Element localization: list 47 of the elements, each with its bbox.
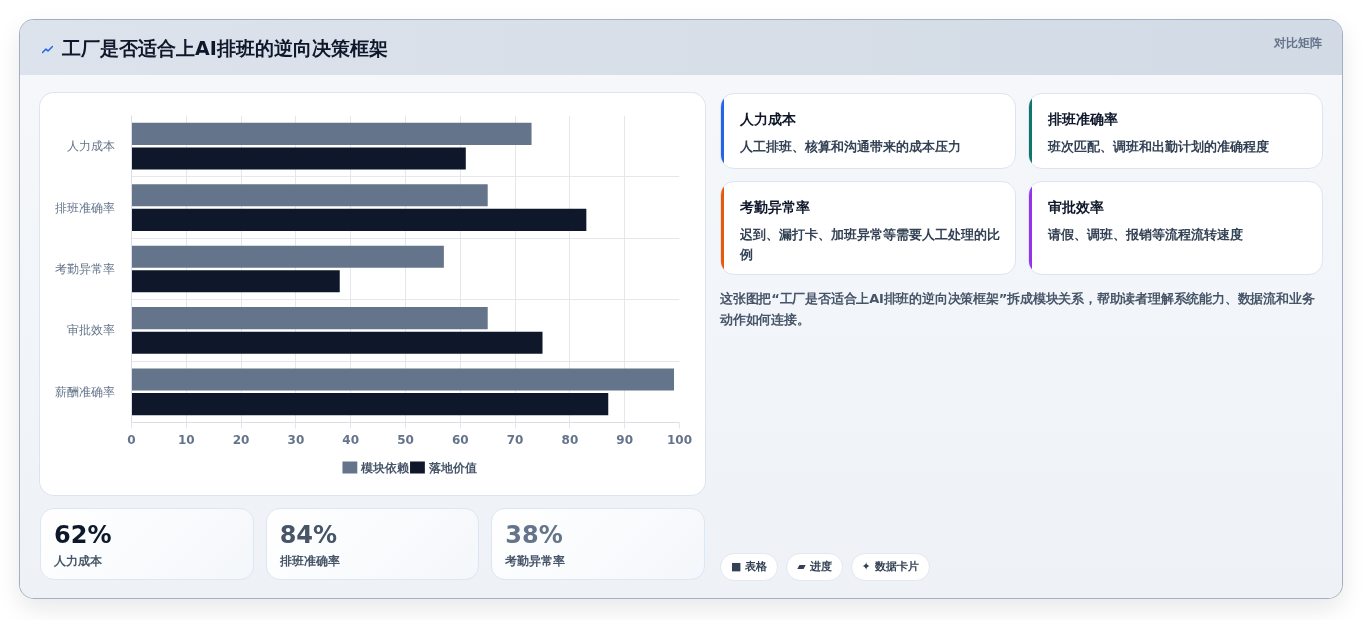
x-tick-label: 100 bbox=[666, 432, 693, 447]
y-tick-label: 审批效率 bbox=[66, 323, 115, 338]
chart-title: 工厂是否适合上AI排班的逆向决策框架 bbox=[62, 36, 388, 62]
text: 对比矩阵 bbox=[1274, 34, 1322, 52]
bar bbox=[131, 184, 488, 207]
bar bbox=[131, 368, 675, 391]
legend-label: 模块依赖 bbox=[360, 460, 411, 475]
y-tick-label: 薪酬准确率 bbox=[54, 384, 115, 399]
x-tick-label: 20 bbox=[232, 432, 250, 447]
text: ✦ 数据卡片 bbox=[850, 553, 930, 581]
text: 排班准确率 bbox=[279, 553, 341, 569]
x-tick-label: 0 bbox=[127, 432, 136, 447]
category-label: 考勤异常率 bbox=[740, 198, 811, 216]
y-tick-label: 人力成本 bbox=[66, 139, 115, 154]
text: 考勤异常率 bbox=[505, 553, 567, 569]
text: 迟到、漏打卡、加班异常等需要人工处理的比例 bbox=[740, 226, 1001, 264]
text: 这张图把“工厂是否适合上AI排班的逆向决策框架”拆成模块关系，帮助读者理解系统能力、数据流和业务动作如何连接。 bbox=[720, 290, 1316, 329]
x-tick-label: 60 bbox=[451, 432, 469, 447]
x-tick-label: 90 bbox=[616, 432, 634, 447]
text: 38% bbox=[505, 521, 564, 549]
category-label: 人力成本 bbox=[740, 110, 797, 128]
text: 62% bbox=[54, 521, 113, 549]
text: 请假、调班、报销等流程流转速度 bbox=[1047, 226, 1244, 244]
text: 人工排班、核算和沟通带来的成本压力 bbox=[740, 138, 962, 156]
bar bbox=[131, 147, 466, 170]
text: 84% bbox=[279, 521, 339, 549]
bar bbox=[131, 393, 609, 416]
text: ▰ 进度 bbox=[786, 553, 843, 581]
text: ■ 表格 bbox=[720, 553, 779, 581]
x-tick-label: 10 bbox=[177, 432, 195, 447]
bar bbox=[131, 307, 488, 330]
bar bbox=[131, 331, 543, 354]
x-tick-label: 80 bbox=[561, 432, 579, 447]
bar bbox=[131, 208, 587, 231]
x-tick-label: 50 bbox=[397, 432, 414, 447]
y-tick-label: 排班准确率 bbox=[54, 200, 115, 215]
x-tick-label: 40 bbox=[342, 432, 360, 447]
text: 班次匹配、调班和出勤计划的准确程度 bbox=[1047, 138, 1270, 156]
y-tick-label: 考勤异常率 bbox=[54, 262, 115, 276]
category-label: 审批效率 bbox=[1047, 198, 1105, 216]
bar bbox=[131, 245, 444, 268]
bar bbox=[131, 122, 532, 145]
x-tick-label: 30 bbox=[287, 432, 305, 447]
category-label: 排班准确率 bbox=[1047, 110, 1119, 128]
x-tick-label: 70 bbox=[506, 432, 524, 447]
legend-label: 落地价值 bbox=[427, 460, 477, 475]
bar bbox=[131, 270, 340, 293]
